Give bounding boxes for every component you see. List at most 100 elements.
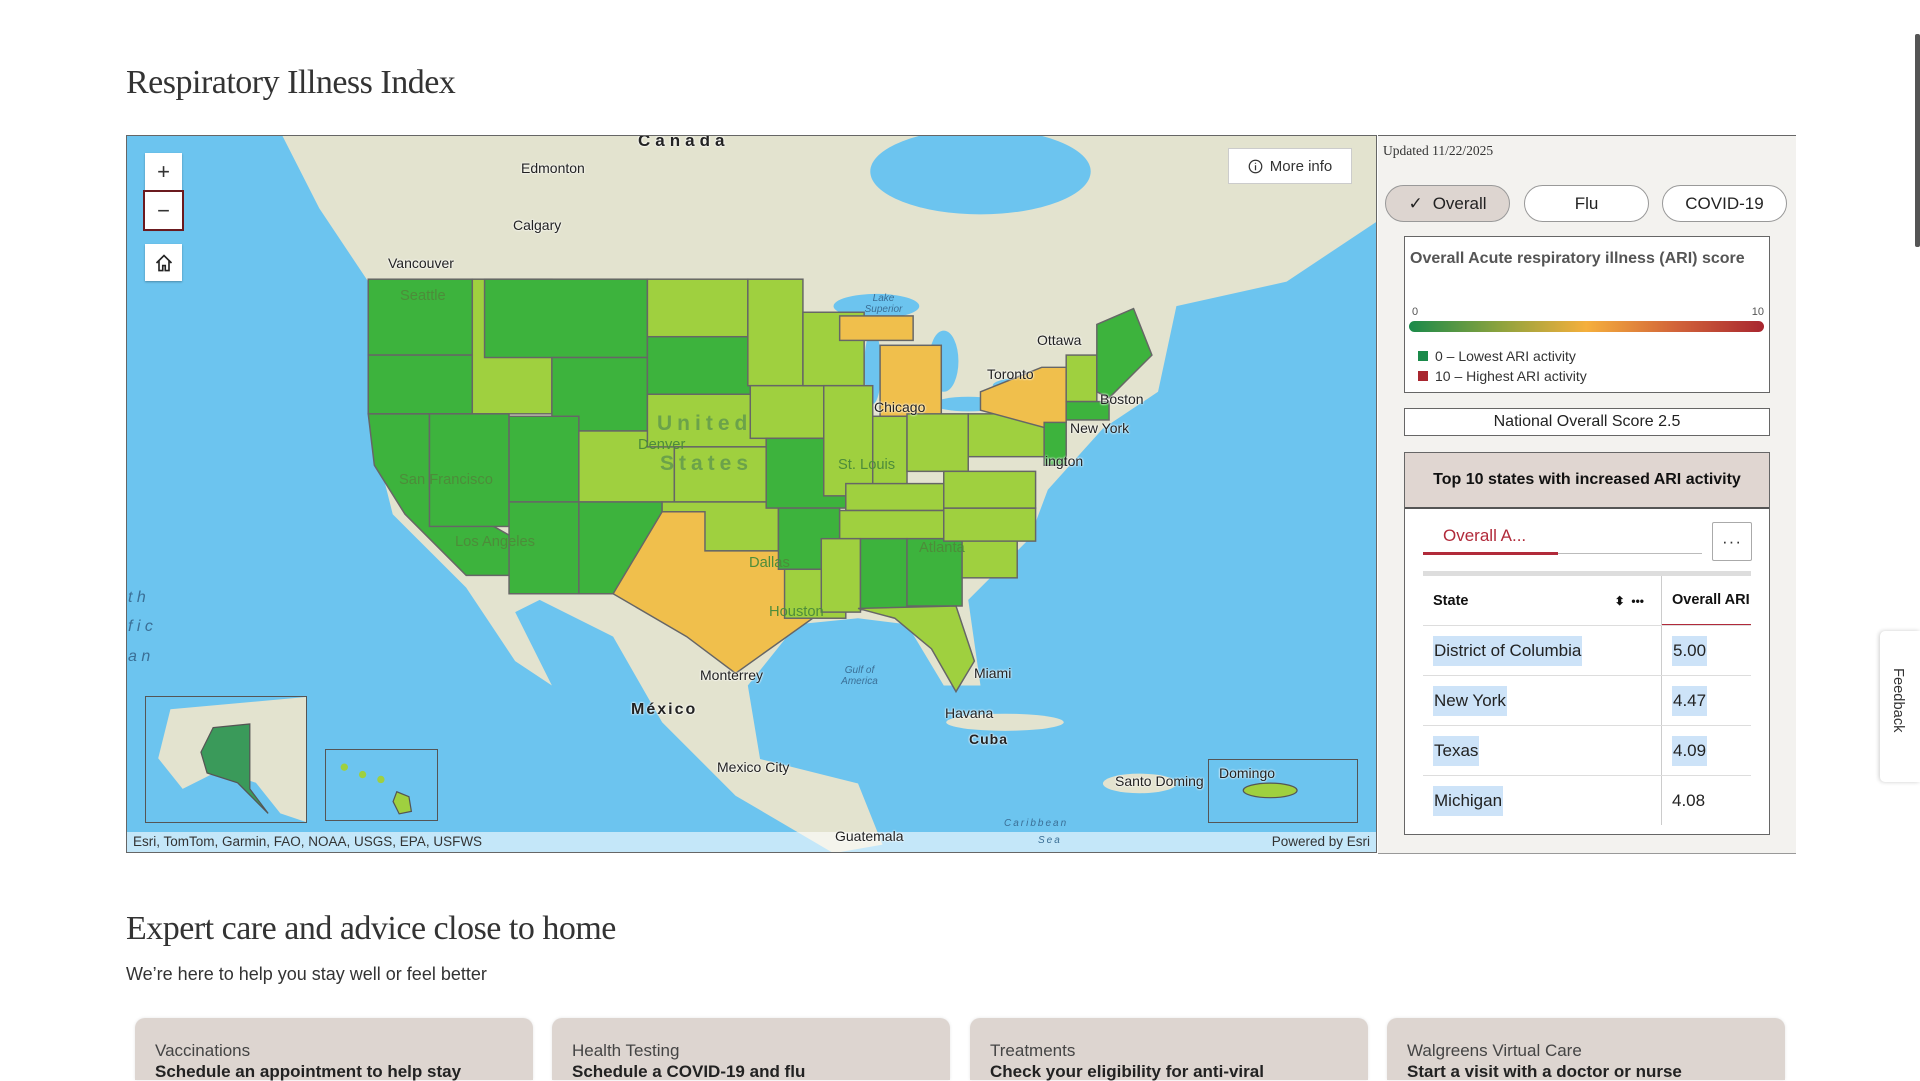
table-row[interactable]: District of Columbia 5.00 (1423, 626, 1751, 676)
state-nd (646, 278, 749, 338)
map-label-guatemala: Guatemala (835, 828, 904, 844)
state-wa (367, 278, 474, 356)
map-label-pacific-1: t h (128, 589, 146, 606)
map-label-dallas: Dallas (749, 555, 790, 571)
tab-overall-ari[interactable]: Overall A... (1443, 526, 1527, 545)
card-text: Check your eligibility for anti-viral (990, 1062, 1264, 1081)
card-virtual-care[interactable]: Walgreens Virtual Care Start a visit with… (1387, 1018, 1785, 1080)
top10-table: State ⬍ ••• Overall ARI District of Colum… (1423, 571, 1751, 825)
zoom-out-button[interactable]: − (143, 190, 184, 231)
legend-swatch-red (1418, 371, 1428, 381)
state-ut (508, 415, 580, 503)
card-label: Health Testing (572, 1041, 680, 1060)
state-me (1096, 307, 1153, 399)
legend: Overall Acute respiratory illness (ARI) … (1404, 236, 1770, 393)
filter-covid[interactable]: COVID-19 (1662, 185, 1787, 222)
page-title: Respiratory Illness Index (126, 64, 456, 101)
more-info-label: More info (1269, 157, 1333, 175)
zoom-in-button[interactable]: + (145, 153, 182, 190)
more-info-button[interactable]: More info (1228, 148, 1352, 184)
map-label-monterrey: Monterrey (700, 667, 764, 683)
alaska-inset[interactable] (145, 696, 307, 823)
map-label-houston: Houston (769, 604, 824, 620)
legend-item-lowest: 0 – Lowest ARI activity (1418, 348, 1576, 364)
card-treatments[interactable]: Treatments Check your eligibility for ant… (970, 1018, 1368, 1080)
legend-min: 0 (1412, 306, 1419, 318)
section-subtitle: We’re here to help you stay well or feel… (126, 964, 487, 984)
state-mi-up (838, 315, 914, 342)
card-vaccinations[interactable]: Vaccinations Schedule an appointment to h… (135, 1018, 533, 1080)
cell-value: 5.00 (1672, 635, 1708, 666)
page-scrollbar[interactable] (1915, 34, 1920, 247)
state-nc (943, 507, 1037, 542)
map-label-mexico: México (631, 701, 698, 718)
state-vt-nh (1065, 354, 1098, 403)
powered-by-esri[interactable]: Powered by Esri (1271, 834, 1370, 849)
state-ia (749, 384, 825, 440)
top10-widget: Top 10 states with increased ARI activit… (1404, 452, 1770, 835)
cell-state: New York (1433, 685, 1507, 716)
state-or (367, 354, 474, 415)
map-label-denver: Denver (638, 437, 686, 453)
state-in (871, 415, 908, 491)
map-label-washington: ington (1045, 453, 1084, 469)
legend-max: 10 (1751, 306, 1764, 318)
map-label-calgary: Calgary (513, 217, 562, 233)
map-label-cuba: Cuba (969, 731, 1008, 747)
filter-flu[interactable]: Flu (1524, 185, 1649, 222)
home-button[interactable] (145, 244, 182, 281)
map-label-miami: Miami (974, 665, 1012, 681)
state-oh (906, 413, 969, 473)
map-label-new-york: New York (1070, 420, 1130, 436)
map-label-caribbean: Caribbean (1004, 818, 1069, 829)
hispaniola (1102, 773, 1177, 794)
map-view[interactable]: Canada Edmonton Calgary Vancouver Seattl… (126, 135, 1377, 853)
table-row[interactable]: Texas 4.09 (1423, 726, 1751, 776)
state-nv (428, 413, 510, 528)
updated-date: Updated 11/22/2025 (1383, 143, 1494, 158)
map-label-ottawa: Ottawa (1037, 332, 1082, 348)
cell-state: Texas (1433, 735, 1480, 766)
state-al (859, 537, 908, 611)
map-label-vancouver: Vancouver (388, 255, 454, 271)
map-label-boston: Boston (1100, 391, 1144, 407)
column-header-state[interactable]: State ⬍ ••• (1423, 576, 1662, 625)
map-label-edmonton: Edmonton (521, 160, 585, 176)
card-label: Walgreens Virtual Care (1407, 1041, 1582, 1060)
cell-state: District of Columbia (1433, 635, 1583, 666)
attribution-text: Esri, TomTom, Garmin, FAO, NOAA, USGS, E… (133, 834, 483, 849)
map-attribution: Esri, TomTom, Garmin, FAO, NOAA, USGS, E… (127, 832, 1376, 852)
legend-item-label: 0 – Lowest ARI activity (1435, 348, 1576, 364)
table-row[interactable]: New York 4.47 (1423, 676, 1751, 726)
map-label-san-francisco: San Francisco (399, 472, 493, 488)
info-icon (1248, 159, 1263, 173)
cell-value: 4.09 (1672, 735, 1708, 766)
feedback-label: Feedback (1890, 668, 1906, 733)
state-ne (646, 393, 767, 448)
hudson-bay (870, 136, 1091, 215)
table-row[interactable]: Michigan 4.08 (1423, 776, 1751, 825)
feedback-tab[interactable]: Feedback (1880, 631, 1920, 782)
map-label-st-louis: St. Louis (838, 457, 896, 473)
legend-title: Overall Acute respiratory illness (ARI) … (1410, 250, 1745, 267)
side-panel: Updated 11/22/2025 ✓ Overall Flu COVID-1… (1378, 135, 1796, 854)
hawaii-inset[interactable] (325, 749, 438, 821)
table-header: State ⬍ ••• Overall ARI (1423, 576, 1751, 626)
state-ms (820, 537, 862, 613)
state-nj-md (1043, 421, 1067, 466)
state-mi (879, 344, 943, 418)
cell-value: 4.08 (1672, 790, 1706, 810)
top10-title: Top 10 states with increased ARI activit… (1405, 453, 1769, 509)
card-health-testing[interactable]: Health Testing Schedule a COVID-19 and fl… (552, 1018, 950, 1080)
table-options-button[interactable]: ··· (1712, 522, 1752, 561)
puerto-rico-inset[interactable] (1208, 759, 1358, 823)
card-text: Schedule an appointment to help stay (155, 1062, 462, 1081)
card-text: Start a visit with a doctor or nurse (1407, 1062, 1682, 1081)
column-header-ari[interactable]: Overall ARI (1662, 576, 1751, 625)
legend-swatch-green (1418, 351, 1428, 361)
filter-overall[interactable]: ✓ Overall (1385, 185, 1510, 222)
state-sc (961, 537, 1018, 579)
map-label-chicago: Chicago (874, 399, 926, 415)
sort-icon[interactable]: ⬍ ••• (1614, 593, 1644, 608)
map-canvas[interactable] (127, 136, 1376, 852)
